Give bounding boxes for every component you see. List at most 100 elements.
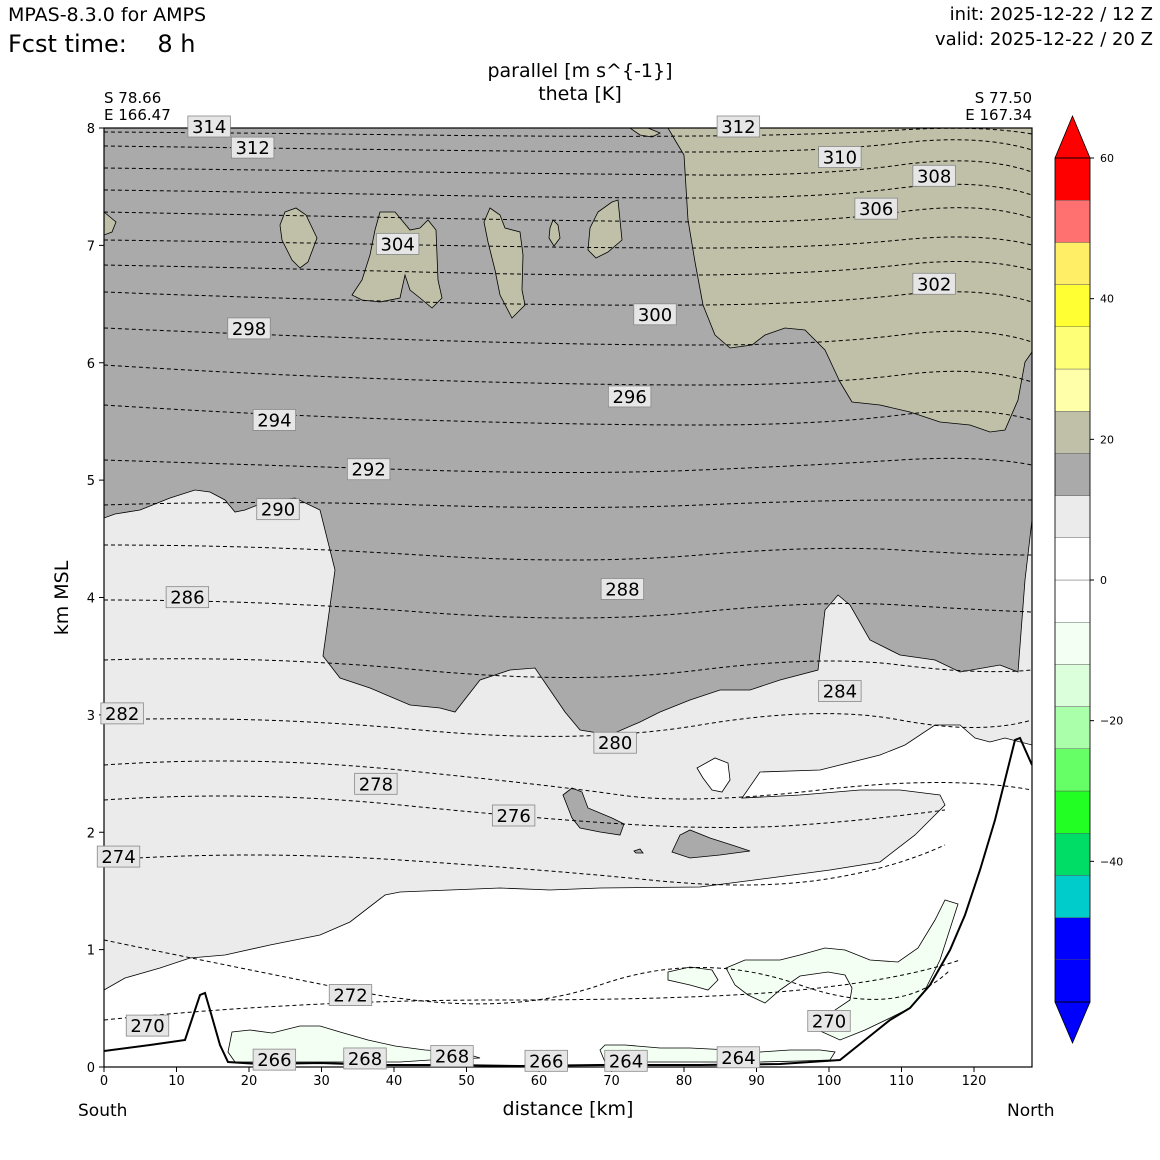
- theta-label-text: 274: [101, 847, 135, 868]
- x-tick-label: 100: [817, 1074, 842, 1089]
- chart-subtitle: theta [K]: [538, 83, 622, 105]
- theta-label: 280: [593, 731, 637, 754]
- theta-label-text: 264: [609, 1051, 643, 1072]
- theta-label-text: 268: [435, 1047, 469, 1068]
- colorbar-tick-label: −40: [1100, 855, 1123, 868]
- y-tick-label: 1: [87, 944, 95, 959]
- theta-label: 312: [716, 115, 761, 138]
- theta-label-text: 286: [170, 588, 204, 609]
- theta-label: 274: [96, 845, 141, 868]
- theta-label: 284: [818, 680, 862, 703]
- x-tick-label: 10: [168, 1074, 185, 1089]
- theta-label-box: [807, 1009, 851, 1032]
- theta-label-box: [854, 197, 898, 220]
- wind-fill-khaki-blob-3: [351, 211, 443, 309]
- wind-fill-khaki-blob-1: [104, 211, 117, 236]
- theta-label: 314: [187, 115, 231, 138]
- theta-label-box: [524, 1049, 568, 1072]
- wind-fill-white-pocket: [696, 757, 731, 793]
- theta-label-text: 282: [105, 704, 139, 725]
- theta-label-box: [125, 1014, 170, 1037]
- theta-label-box: [230, 136, 275, 159]
- theta-label-text: 314: [192, 117, 226, 138]
- north-end-label: North: [1007, 1101, 1055, 1121]
- colorbar-swatch: [1054, 242, 1091, 285]
- theta-label: 308: [912, 164, 956, 187]
- theta-label-text: 298: [232, 319, 266, 340]
- theta-label: 270: [807, 1009, 851, 1032]
- colorbar-swatch: [1054, 664, 1091, 707]
- x-tick-label: 40: [386, 1074, 403, 1089]
- colorbar-swatch: [1054, 411, 1091, 454]
- colorbar-tick-label: 0: [1100, 574, 1107, 587]
- colorbar-swatch: [1054, 833, 1091, 876]
- theta-label-box: [96, 845, 141, 868]
- x-tick-label: 60: [531, 1074, 548, 1089]
- theta-label: 282: [100, 702, 144, 725]
- right-end-lat: S 77.50: [974, 89, 1032, 107]
- left-end-lat: S 78.66: [104, 89, 162, 107]
- wind-fill-khaki-blob-5: [548, 219, 561, 247]
- colorbar: 60 40 20 0 −20 −40: [1054, 114, 1123, 1045]
- theta-label-box: [818, 146, 862, 168]
- colorbar-swatch: [1054, 579, 1091, 623]
- y-tick-label: 2: [87, 826, 95, 841]
- x-tick-label: 20: [241, 1074, 258, 1089]
- wind-fill-khaki-blob-6: [587, 199, 623, 259]
- forecast-time: Fcst time: 8 h: [8, 30, 196, 58]
- theta-label-box: [346, 458, 391, 481]
- theta-label-text: 308: [917, 166, 951, 187]
- theta-label-box: [604, 1049, 648, 1072]
- theta-label-box: [227, 317, 271, 340]
- wind-fill-khaki-blob-4: [483, 207, 526, 319]
- x-tick-label: 120: [962, 1074, 987, 1089]
- theta-label: 292: [346, 458, 391, 481]
- chart-title: parallel [m s^{-1}]: [487, 60, 673, 82]
- theta-label-text: 302: [917, 274, 951, 295]
- theta-label: 264: [716, 1046, 761, 1069]
- theta-label: 278: [354, 772, 398, 795]
- colorbar-swatch: [1054, 706, 1091, 749]
- x-tick-label: 30: [313, 1074, 330, 1089]
- theta-label-text: 280: [598, 733, 632, 754]
- theta-label: 270: [125, 1014, 170, 1037]
- theta-label-box: [818, 680, 862, 702]
- colorbar-swatch: [1054, 875, 1091, 918]
- theta-label-box: [256, 498, 300, 521]
- theta-label-box: [343, 1047, 387, 1070]
- theta-label-box: [165, 586, 210, 609]
- theta-label-text: 304: [380, 234, 414, 255]
- south-end-label: South: [78, 1101, 128, 1121]
- theta-label-box: [491, 804, 536, 827]
- theta-label-text: 270: [812, 1011, 846, 1032]
- colorbar-swatch: [1054, 622, 1091, 665]
- theta-label-box: [633, 303, 677, 326]
- theta-label: 268: [343, 1047, 387, 1070]
- theta-label-text: 284: [823, 682, 857, 703]
- theta-label-box: [187, 115, 231, 138]
- x-tick-label: 90: [748, 1074, 765, 1089]
- colorbar-swatch: [1054, 495, 1091, 539]
- init-time: init: 2025-12-22 / 12 Z: [949, 4, 1153, 25]
- theta-label-text: 266: [257, 1050, 291, 1071]
- theta-label-text: 300: [638, 305, 672, 326]
- y-tick-label: 4: [87, 592, 95, 607]
- theta-label-text: 312: [235, 138, 269, 159]
- theta-label-box: [716, 1046, 761, 1069]
- theta-label-box: [252, 1048, 297, 1071]
- theta-label-box: [252, 409, 297, 431]
- x-tick-label: 0: [100, 1074, 108, 1089]
- colorbar-tick-label: 20: [1100, 433, 1114, 446]
- left-end-lon: E 166.47: [104, 106, 171, 124]
- wind-fill-green-patch-2: [667, 966, 719, 991]
- x-axis-label: distance [km]: [502, 1098, 634, 1120]
- theta-label-text: 312: [721, 117, 755, 138]
- theta-label-text: 272: [333, 986, 367, 1007]
- theta-label-box: [430, 1045, 474, 1068]
- theta-label-text: 310: [823, 148, 857, 169]
- colorbar-swatch: [1054, 284, 1091, 328]
- theta-label-box: [593, 731, 637, 754]
- wind-fill-khaki-topright: [667, 128, 1032, 433]
- theta-label: 306: [854, 197, 898, 220]
- y-tick-label: 0: [87, 1061, 95, 1076]
